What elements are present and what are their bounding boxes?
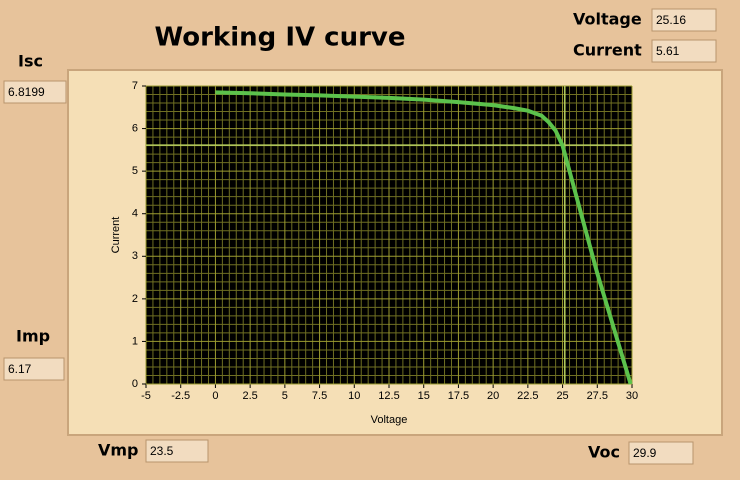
x-tick-label: 7.5 [312,390,327,402]
y-tick-label: 2 [132,293,138,305]
indicator-label: Current [573,41,642,60]
indicator-box [3,357,65,381]
y-tick-label: 5 [132,165,138,177]
x-tick-label: 10 [348,390,360,402]
indicator-box [651,8,717,32]
x-axis-label: Voltage [371,414,408,426]
y-tick-label: 1 [132,335,138,347]
indicator-box [628,441,694,465]
y-tick-label: 0 [132,378,138,390]
y-axis-label: Current [110,217,122,254]
graph-title: Working IV curve [155,23,406,53]
y-tick-label: 3 [132,250,138,262]
indicator-value: 6.8199 [8,85,45,99]
x-tick-label: 15 [418,390,430,402]
indicator-label: Isc [18,52,43,71]
x-tick-label: 30 [626,390,638,402]
x-tick-label: 5 [282,390,288,402]
indicator-label: Voltage [573,10,642,29]
indicator-box [651,39,717,63]
x-tick-label: 0 [212,390,218,402]
indicator-box [3,80,67,104]
x-tick-label: -2.5 [171,390,190,402]
y-tick-label: 4 [132,208,138,220]
indicator-label: Imp [16,327,50,346]
indicator-label: Voc [588,443,620,462]
x-tick-label: 25 [556,390,568,402]
x-tick-label: 17.5 [448,390,469,402]
indicator-value: 5.61 [656,44,680,58]
indicator-value: 25.16 [656,13,686,27]
indicator-box [145,439,209,463]
iv-curve [215,90,633,385]
x-tick-label: 22.5 [517,390,538,402]
indicator-value: 23.5 [150,444,174,458]
indicator-value: 6.17 [8,362,32,376]
y-tick-label: 6 [132,122,138,134]
x-tick-label: 12.5 [378,390,399,402]
x-tick-label: 20 [487,390,499,402]
indicator-value: 29.9 [633,446,657,460]
x-tick-label: 2.5 [242,390,257,402]
x-tick-label: 27.5 [587,390,608,402]
x-tick-label: -5 [141,390,151,402]
indicator-label: Vmp [98,441,139,460]
y-tick-label: 7 [132,80,138,92]
